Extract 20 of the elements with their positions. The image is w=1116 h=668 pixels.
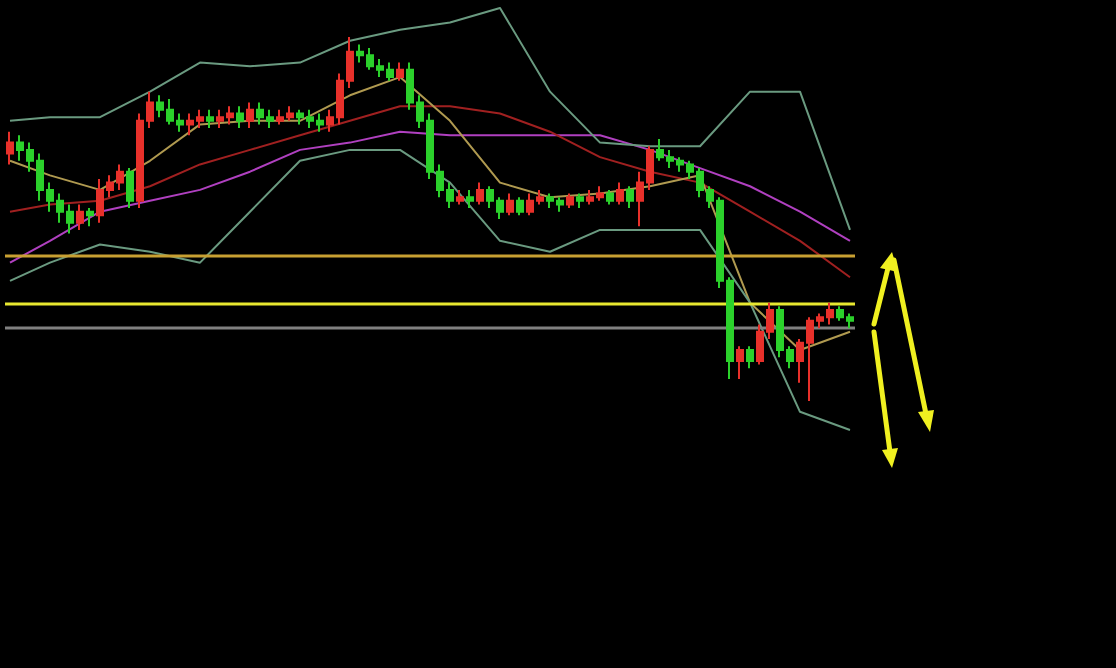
- candlestick: [466, 188, 474, 210]
- candlestick: [506, 192, 514, 217]
- candlestick: [746, 345, 754, 370]
- candlestick: [566, 192, 574, 210]
- candlestick: [606, 188, 614, 206]
- candlestick: [476, 181, 484, 206]
- candlestick: [6, 130, 14, 166]
- candlestick: [616, 181, 624, 206]
- candlestick: [456, 188, 464, 206]
- candlestick: [516, 196, 524, 217]
- candlestick: [736, 345, 744, 381]
- candlestick: [76, 203, 84, 231]
- candlestick: [206, 108, 214, 130]
- candlestick: [86, 207, 94, 228]
- candlestick: [236, 105, 244, 130]
- candlestick: [126, 167, 134, 210]
- candlestick: [396, 61, 404, 82]
- candlestick: [576, 192, 584, 210]
- candlestick: [626, 185, 634, 210]
- candlestick: [246, 101, 254, 130]
